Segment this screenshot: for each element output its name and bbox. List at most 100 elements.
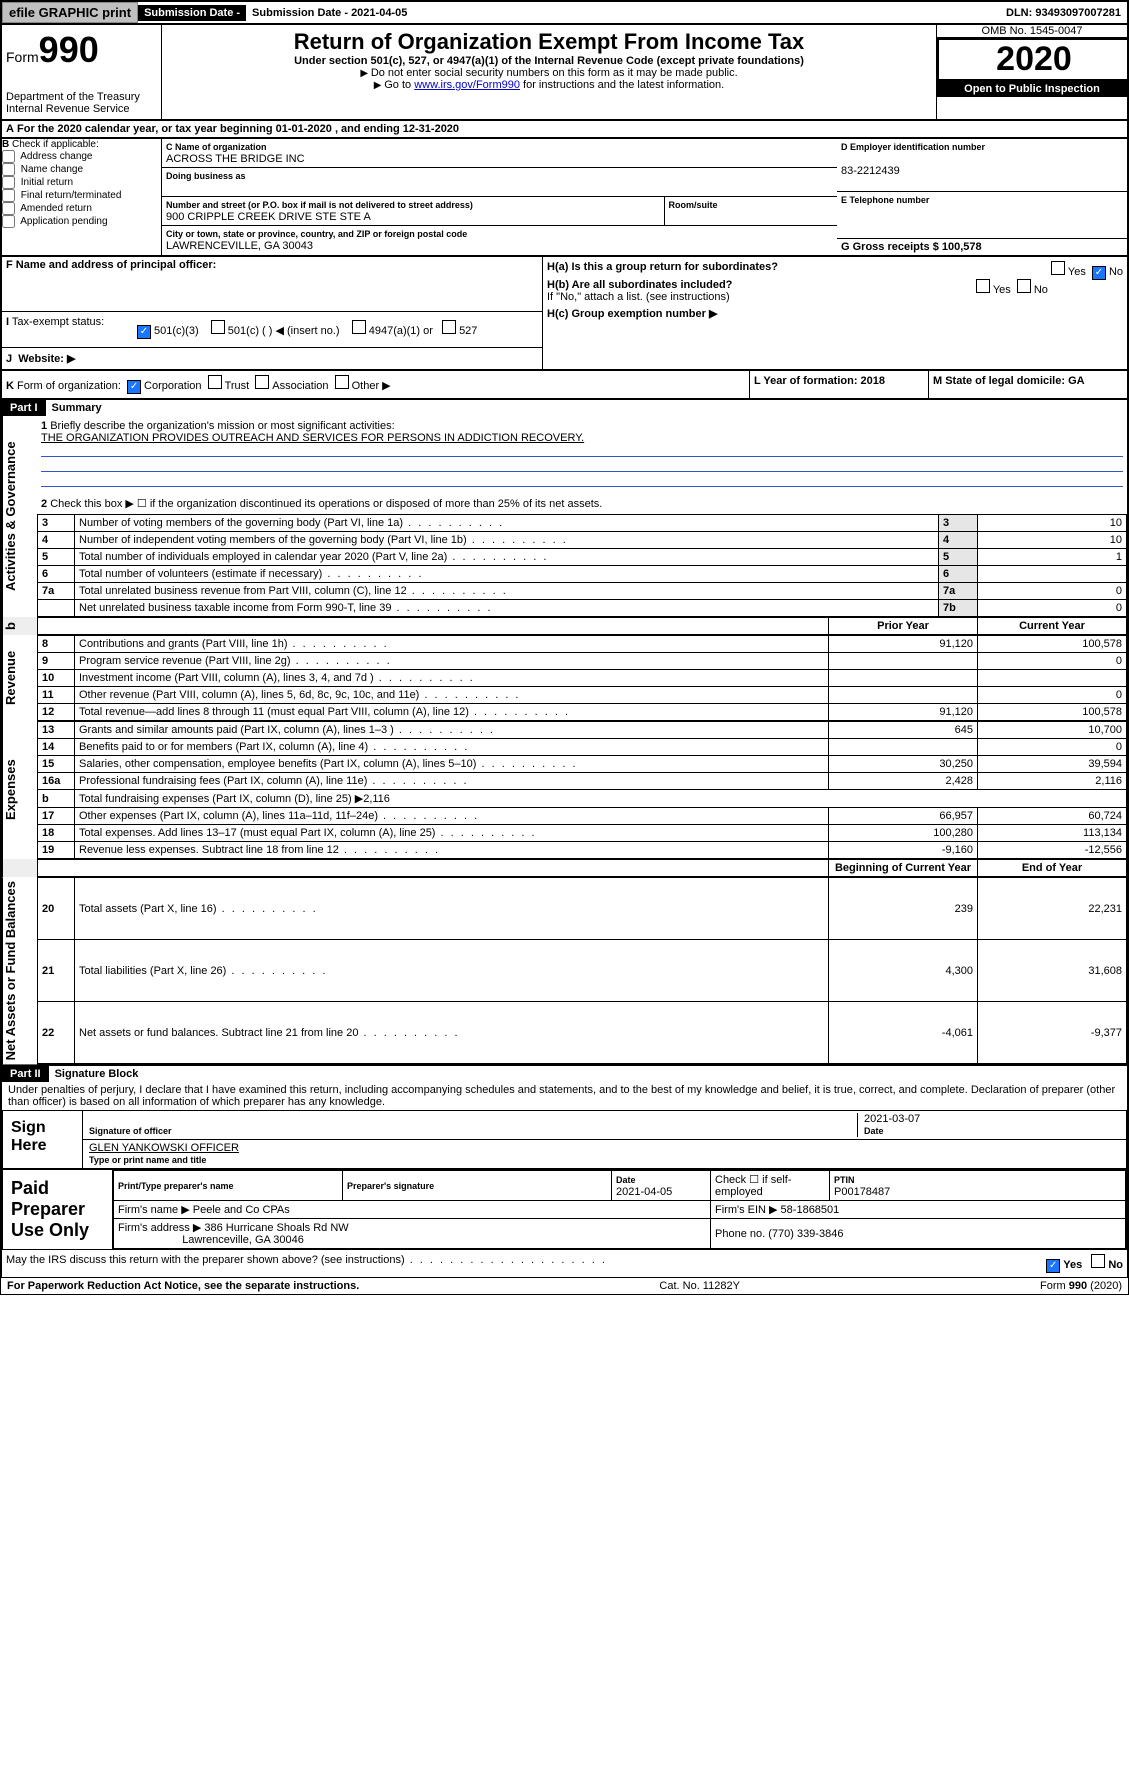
ein-value: 83-2212439	[841, 165, 900, 177]
row-b: bTotal fundraising expenses (Part IX, co…	[38, 790, 1127, 808]
chk-name-change[interactable]	[2, 163, 15, 176]
vlabel-netassets: Net Assets or Fund Balances	[2, 877, 37, 1064]
pp-date-label: Date	[616, 1175, 636, 1185]
firm-name-label: Firm's name ▶	[118, 1204, 190, 1216]
chk-address-change[interactable]	[2, 150, 15, 163]
submission-date-value: Submission Date - 2021-04-05	[246, 5, 413, 21]
discuss-no-lbl: No	[1108, 1259, 1123, 1271]
page-footer: For Paperwork Reduction Act Notice, see …	[1, 1278, 1128, 1294]
hc-label: H(c) Group exemption number ▶	[547, 308, 717, 320]
gov-row-7a: 7aTotal unrelated business revenue from …	[38, 583, 1127, 600]
gross-receipts: G Gross receipts $ 100,578	[841, 241, 982, 253]
527-checkbox[interactable]	[442, 320, 456, 334]
hb-label: H(b) Are all subordinates included?	[547, 279, 732, 291]
row-11: 11Other revenue (Part VIII, column (A), …	[38, 687, 1127, 704]
self-employed-check[interactable]: Check ☐ if self-employed	[715, 1174, 792, 1198]
row-10: 10Investment income (Part VIII, column (…	[38, 670, 1127, 687]
line2-text: Check this box ▶ ☐ if the organization d…	[50, 498, 602, 510]
chk-application-pending[interactable]	[2, 215, 15, 228]
other-label: Other ▶	[352, 380, 391, 392]
501c-checkbox[interactable]	[211, 320, 225, 334]
section-f-h-i-j: F Name and address of principal officer:…	[1, 256, 1128, 370]
discuss-no[interactable]	[1091, 1254, 1105, 1268]
row-16a: 16aProfessional fundraising fees (Part I…	[38, 773, 1127, 790]
501c3-label: 501(c)(3)	[154, 325, 199, 337]
sig-date: 2021-03-07	[864, 1113, 920, 1125]
yes-label2: Yes	[993, 284, 1011, 296]
vlabel-expenses: Expenses	[2, 721, 37, 859]
trust-checkbox[interactable]	[208, 375, 222, 389]
pra-notice: For Paperwork Reduction Act Notice, see …	[7, 1280, 359, 1292]
addr-label: Number and street (or P.O. box if mail i…	[166, 200, 473, 210]
city-label: City or town, state or province, country…	[166, 229, 467, 239]
dept-irs: Internal Revenue Service	[6, 103, 157, 115]
firm-addr-label: Firm's address ▶	[118, 1222, 201, 1234]
state-domicile: M State of legal domicile: GA	[933, 375, 1085, 387]
assoc-checkbox[interactable]	[255, 375, 269, 389]
row-21: 21Total liabilities (Part X, line 26)4,3…	[38, 940, 1127, 1002]
hb-no[interactable]	[1017, 279, 1031, 293]
527-label: 527	[459, 325, 477, 337]
sign-here-label: Sign Here	[3, 1111, 83, 1168]
top-bar: efile GRAPHIC print Submission Date - Su…	[1, 1, 1128, 24]
form-subtitle: Under section 501(c), 527, or 4947(a)(1)…	[166, 55, 932, 67]
discuss-label: May the IRS discuss this return with the…	[6, 1254, 607, 1273]
hb-yes[interactable]	[976, 279, 990, 293]
firm-phone: Phone no. (770) 339-3846	[711, 1219, 1126, 1249]
principal-officer-label: F Name and address of principal officer:	[6, 259, 216, 271]
row-18: 18Total expenses. Add lines 13–17 (must …	[38, 825, 1127, 842]
row-14: 14Benefits paid to or for members (Part …	[38, 739, 1127, 756]
goto-post: for instructions and the latest informat…	[520, 79, 724, 91]
row-12: 12Total revenue—add lines 8 through 11 (…	[38, 704, 1127, 721]
gov-row-7b: Net unrelated business taxable income fr…	[38, 600, 1127, 617]
form-title: Return of Organization Exempt From Incom…	[166, 29, 932, 55]
4947-checkbox[interactable]	[352, 320, 366, 334]
discuss-yes[interactable]: ✓	[1046, 1259, 1060, 1273]
col-end: End of Year	[978, 860, 1127, 877]
cat-no: Cat. No. 11282Y	[659, 1280, 740, 1292]
trust-label: Trust	[225, 380, 250, 392]
efile-print-button[interactable]: efile GRAPHIC print	[2, 2, 138, 23]
tax-exempt-label: Tax-exempt status:	[12, 316, 104, 328]
omb-number: OMB No. 1545-0047	[937, 25, 1127, 38]
year-formation: L Year of formation: 2018	[754, 375, 885, 387]
ha-yes[interactable]	[1051, 261, 1065, 275]
form-label: Form	[6, 49, 39, 65]
ha-no[interactable]: ✓	[1092, 266, 1106, 280]
date-label: Date	[864, 1126, 884, 1136]
governance-table: 3Number of voting members of the governi…	[37, 514, 1127, 617]
c-name-label: C Name of organization	[166, 142, 267, 152]
paid-preparer-label: Paid Preparer Use Only	[3, 1170, 113, 1249]
ha-label: H(a) Is this a group return for subordin…	[547, 261, 778, 273]
part2-badge: Part II	[2, 1066, 49, 1082]
ein-label: D Employer identification number	[841, 142, 985, 152]
4947-label: 4947(a)(1) or	[369, 325, 433, 337]
netassets-table: 20Total assets (Part X, line 16)23922,23…	[37, 877, 1127, 1064]
no-label: No	[1109, 266, 1123, 278]
expenses-table: 13Grants and similar amounts paid (Part …	[37, 721, 1127, 859]
box-b-label: Check if applicable:	[12, 139, 99, 150]
typed-name: GLEN YANKOWSKI OFFICER	[89, 1142, 239, 1154]
chk-initial-return[interactable]	[2, 176, 15, 189]
chk-final-return-terminated[interactable]	[2, 189, 15, 202]
chk-amended-return[interactable]	[2, 202, 15, 215]
row-8: 8Contributions and grants (Part VIII, li…	[38, 636, 1127, 653]
501c3-checkbox[interactable]: ✓	[137, 325, 151, 339]
corp-checkbox[interactable]: ✓	[127, 380, 141, 394]
sig-officer-label: Signature of officer	[89, 1126, 172, 1136]
ptin-value: P00178487	[834, 1186, 890, 1198]
row-17: 17Other expenses (Part IX, column (A), l…	[38, 808, 1127, 825]
street-address: 900 CRIPPLE CREEK DRIVE STE STE A	[166, 211, 371, 223]
discuss-yes-lbl: Yes	[1063, 1259, 1082, 1271]
website-label: Website: ▶	[18, 353, 75, 365]
corp-label: Corporation	[144, 380, 201, 392]
part-1: Part ISummary Activities & Governance 1 …	[1, 399, 1128, 1065]
other-checkbox[interactable]	[335, 375, 349, 389]
irs-link[interactable]: www.irs.gov/Form990	[414, 79, 520, 91]
gov-row-3: 3Number of voting members of the governi…	[38, 515, 1127, 532]
row-15: 15Salaries, other compensation, employee…	[38, 756, 1127, 773]
mission-label: Briefly describe the organization's miss…	[50, 420, 394, 432]
row-9: 9Program service revenue (Part VIII, lin…	[38, 653, 1127, 670]
part1-badge: Part I	[2, 400, 46, 416]
typed-label: Type or print name and title	[89, 1155, 206, 1165]
